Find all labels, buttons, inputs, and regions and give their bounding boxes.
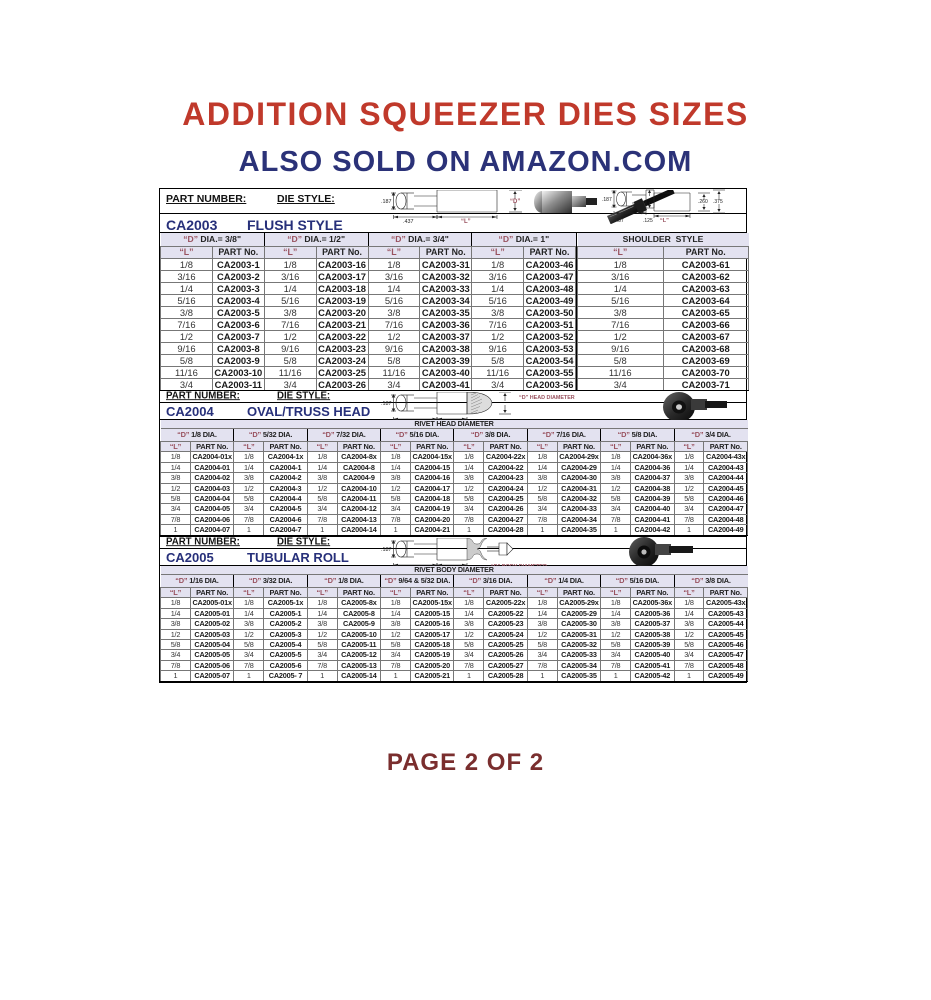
svg-text:.187: .187 [381, 199, 392, 205]
svg-text:.375: .375 [713, 199, 723, 205]
svg-text:.187: .187 [381, 547, 392, 553]
svg-text:.437: .437 [614, 218, 624, 223]
svg-text:.125: .125 [643, 218, 653, 223]
svg-text:“D” HEAD DIAMETER: “D” HEAD DIAMETER [519, 395, 575, 401]
svg-text:.187: .187 [602, 197, 612, 203]
svg-text:.437: .437 [403, 219, 414, 224]
svg-text:.187: .187 [381, 401, 392, 407]
svg-text:“D”: “D” [510, 199, 520, 205]
svg-text:.260: .260 [698, 199, 708, 205]
svg-text:“L”: “L” [660, 218, 669, 223]
svg-text:“L”: “L” [461, 219, 471, 224]
